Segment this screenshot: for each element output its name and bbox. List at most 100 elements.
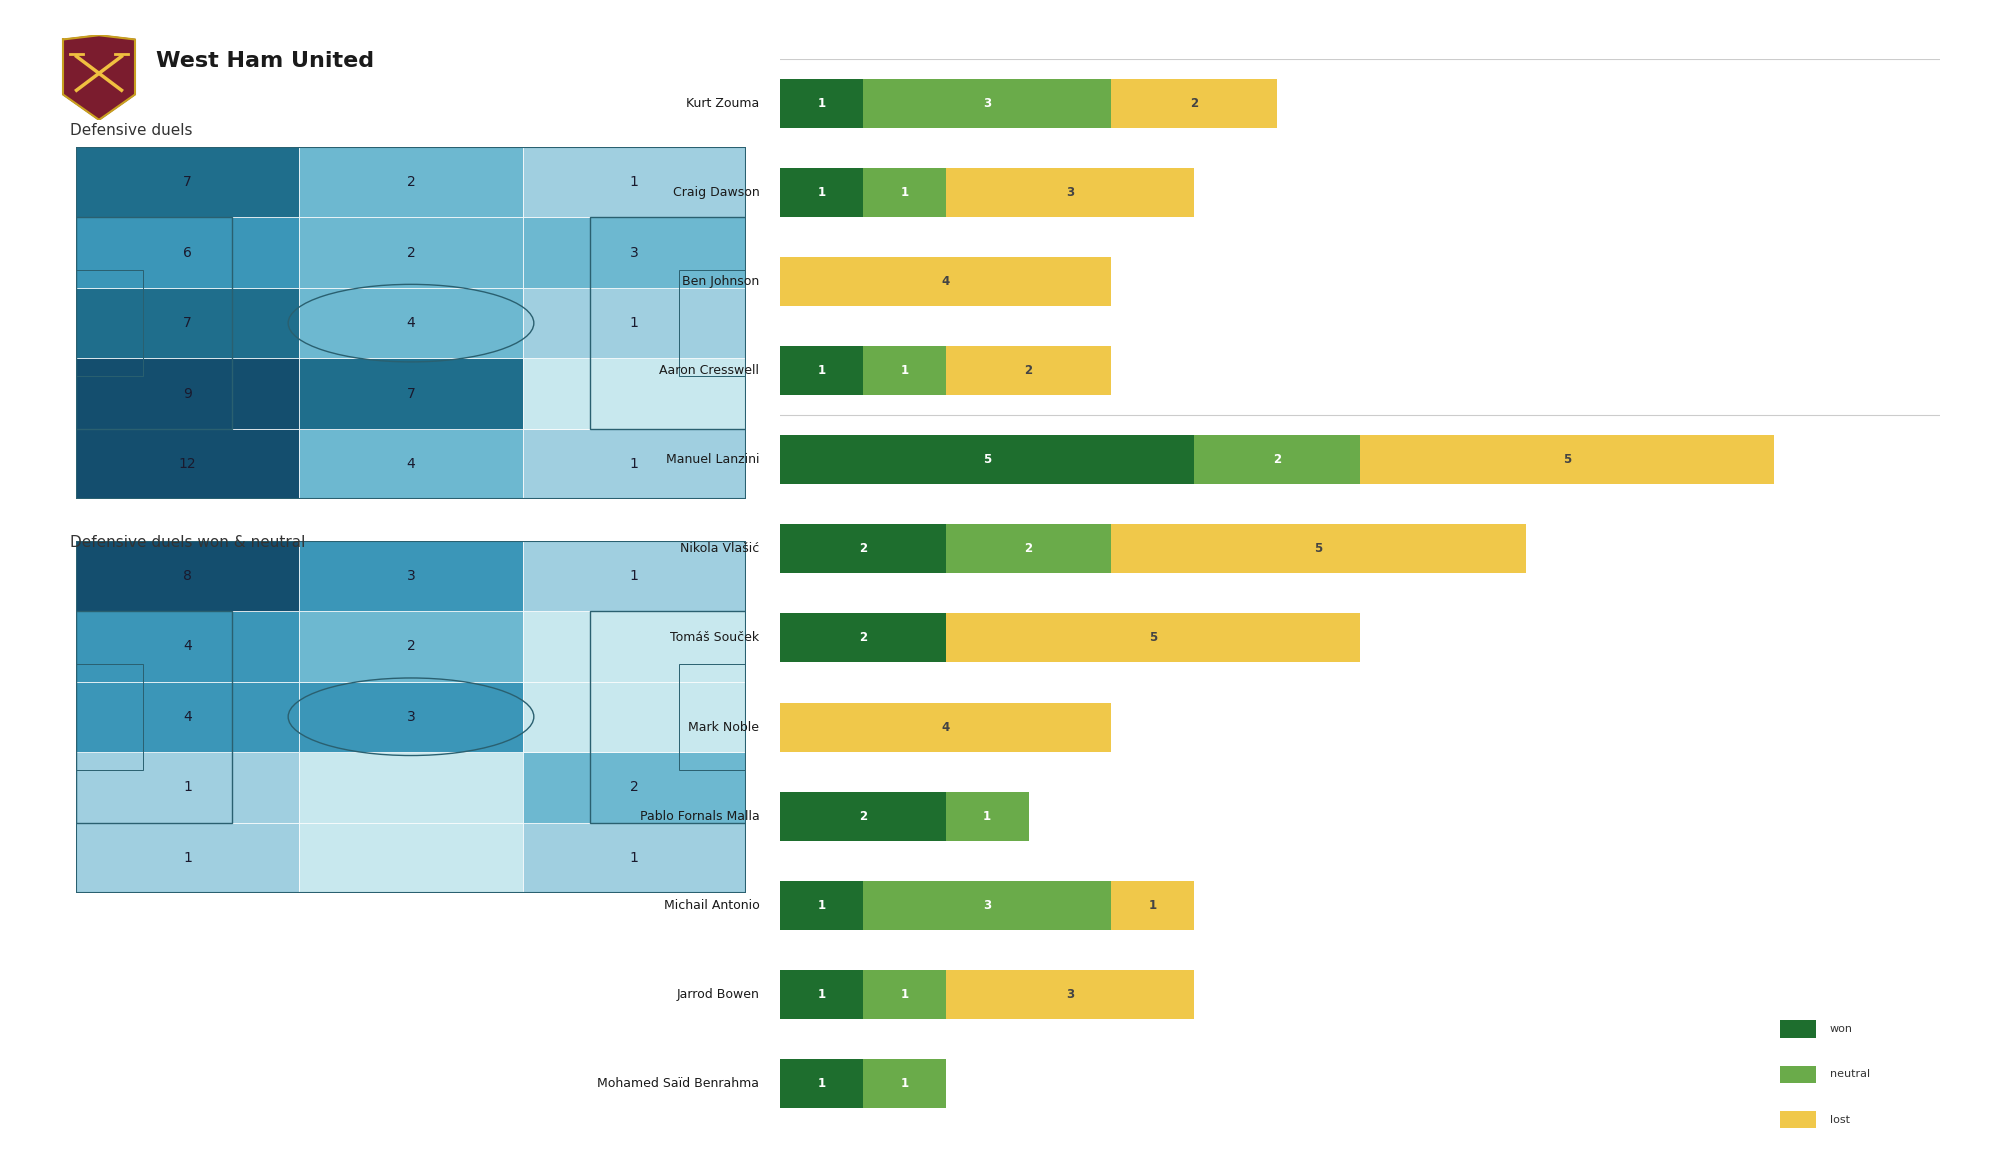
Bar: [76, 217, 232, 429]
Bar: [300, 822, 522, 893]
Bar: [780, 703, 1112, 752]
Text: 1: 1: [818, 899, 826, 912]
Bar: [780, 435, 1194, 484]
Text: lost: lost: [1830, 1115, 1850, 1124]
Bar: [780, 524, 946, 573]
Text: 1: 1: [630, 457, 638, 471]
Bar: [1780, 1066, 1816, 1083]
Bar: [946, 613, 1360, 663]
Bar: [1194, 435, 1360, 484]
Bar: [862, 881, 1112, 929]
Text: Mohamed Saïd Benrahma: Mohamed Saïd Benrahma: [598, 1077, 760, 1090]
Text: 2: 2: [1190, 96, 1198, 109]
Text: 5: 5: [984, 454, 992, 466]
Bar: [76, 664, 144, 770]
Text: 1: 1: [630, 175, 638, 189]
Bar: [862, 347, 946, 395]
Bar: [780, 347, 862, 395]
Text: Aaron Cresswell: Aaron Cresswell: [660, 364, 760, 377]
Bar: [780, 792, 946, 840]
Text: Jarrod Bowen: Jarrod Bowen: [676, 988, 760, 1001]
Text: 2: 2: [406, 246, 416, 260]
Bar: [780, 969, 862, 1019]
Bar: [862, 79, 1112, 128]
Bar: [862, 1059, 946, 1108]
Bar: [680, 270, 746, 376]
Bar: [780, 168, 862, 217]
Bar: [522, 358, 746, 429]
Bar: [1360, 435, 1774, 484]
Bar: [76, 682, 300, 752]
Text: 1: 1: [818, 364, 826, 377]
Text: 5: 5: [1564, 454, 1572, 466]
Bar: [76, 540, 300, 611]
Text: 1: 1: [818, 988, 826, 1001]
Text: 3: 3: [984, 96, 992, 109]
Text: 12: 12: [178, 457, 196, 471]
Bar: [300, 147, 522, 217]
Bar: [946, 168, 1194, 217]
Bar: [680, 664, 746, 770]
Text: Nikola Vlašić: Nikola Vlašić: [680, 543, 760, 556]
Text: 1: 1: [630, 569, 638, 583]
Bar: [1112, 881, 1194, 929]
Text: 1: 1: [818, 1077, 826, 1090]
Bar: [522, 611, 746, 681]
Text: 4: 4: [406, 457, 416, 471]
Text: 1: 1: [984, 810, 992, 822]
Text: 1: 1: [900, 988, 908, 1001]
Bar: [522, 147, 746, 217]
Text: Defensive duels won & neutral: Defensive duels won & neutral: [70, 535, 306, 550]
Text: neutral: neutral: [1830, 1069, 1870, 1080]
Bar: [780, 1059, 862, 1108]
Bar: [300, 429, 522, 499]
Bar: [862, 168, 946, 217]
Bar: [76, 429, 300, 499]
Bar: [300, 752, 522, 822]
Bar: [522, 288, 746, 358]
Bar: [522, 682, 746, 752]
Text: 8: 8: [184, 569, 192, 583]
Text: 2: 2: [858, 810, 866, 822]
Bar: [522, 540, 746, 611]
Bar: [946, 969, 1194, 1019]
Text: Craig Dawson: Craig Dawson: [672, 186, 760, 199]
Bar: [862, 969, 946, 1019]
Text: 5: 5: [1148, 631, 1156, 644]
Text: 1: 1: [818, 186, 826, 199]
Text: Defensive duels: Defensive duels: [70, 123, 192, 139]
Text: Ben Johnson: Ben Johnson: [682, 275, 760, 288]
Bar: [76, 752, 300, 822]
Bar: [300, 358, 522, 429]
Text: 9: 9: [184, 387, 192, 401]
Text: Tomáš Souček: Tomáš Souček: [670, 631, 760, 644]
Text: 4: 4: [942, 275, 950, 288]
Bar: [590, 611, 746, 822]
Text: 2: 2: [1024, 364, 1032, 377]
Bar: [1112, 524, 1526, 573]
Bar: [522, 822, 746, 893]
Text: Manuel Lanzini: Manuel Lanzini: [666, 454, 760, 466]
Text: 1: 1: [630, 316, 638, 330]
Text: 4: 4: [184, 710, 192, 724]
Bar: [1112, 79, 1278, 128]
Text: 2: 2: [1274, 454, 1282, 466]
Bar: [76, 270, 144, 376]
Bar: [780, 613, 946, 663]
Bar: [76, 288, 300, 358]
Bar: [76, 611, 232, 822]
Text: won: won: [1830, 1025, 1852, 1034]
Bar: [946, 347, 1112, 395]
Text: Michail Antonio: Michail Antonio: [664, 899, 760, 912]
Bar: [522, 752, 746, 822]
Bar: [1780, 1020, 1816, 1039]
Bar: [780, 257, 1112, 306]
Text: 7: 7: [406, 387, 416, 401]
Text: 4: 4: [184, 639, 192, 653]
Bar: [1780, 1110, 1816, 1128]
Bar: [300, 217, 522, 288]
Text: 1: 1: [184, 851, 192, 865]
Text: 7: 7: [184, 316, 192, 330]
Text: Kurt Zouma: Kurt Zouma: [686, 96, 760, 109]
Text: 5: 5: [1314, 543, 1322, 556]
